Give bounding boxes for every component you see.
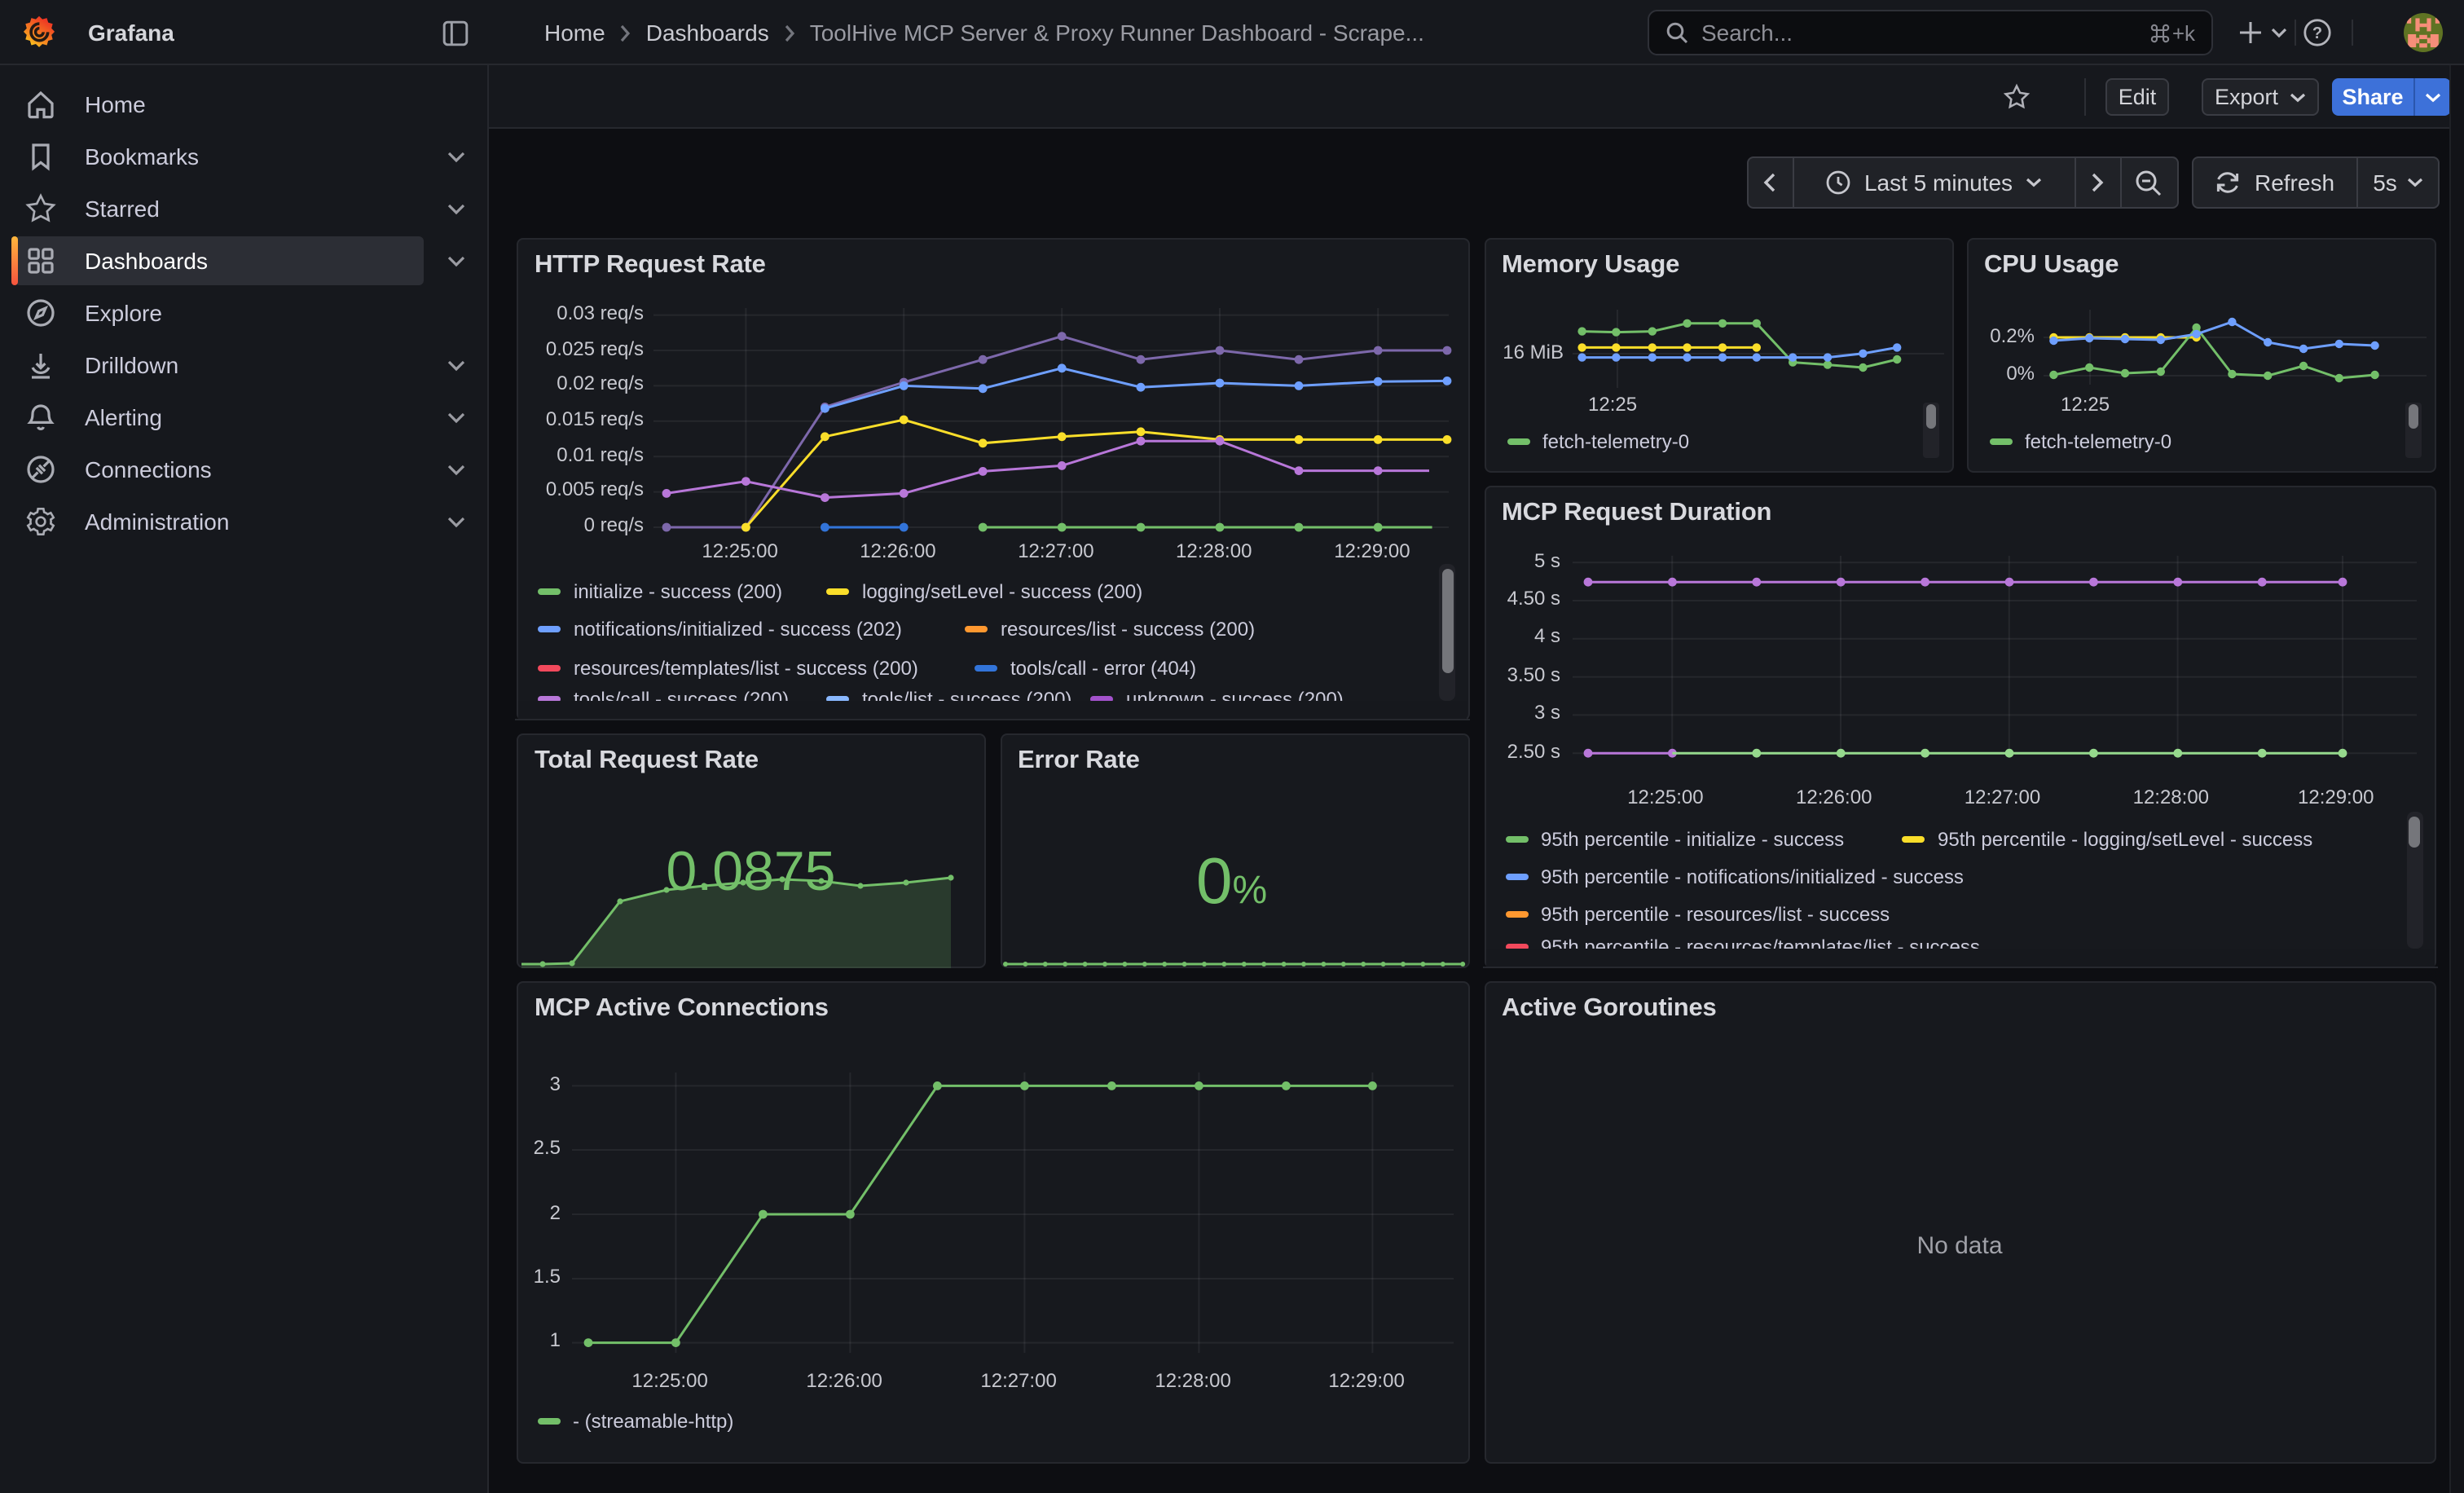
- svg-text:?: ?: [2312, 24, 2322, 42]
